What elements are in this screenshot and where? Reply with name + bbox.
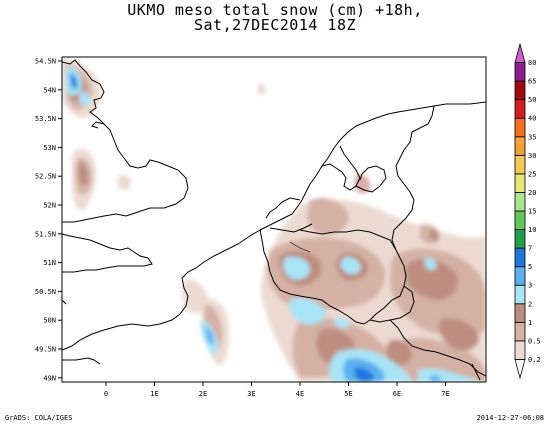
colorbar-swatch [514, 42, 526, 63]
lat-tick-label: 53N [43, 144, 56, 152]
fr-de-border [389, 319, 486, 377]
colorbar-level-label: 3 [528, 282, 532, 290]
lat-tick-label: 50N [43, 317, 56, 325]
colorbar-swatch [514, 284, 526, 305]
benelux-coast [259, 101, 486, 231]
colorbar-level-label: 1 [528, 319, 532, 327]
lux-border [369, 285, 415, 323]
colorbar-swatch [514, 266, 526, 286]
colorbar-level-label: 2 [528, 300, 532, 308]
lon-tick-label: 5E [344, 390, 352, 398]
colorbar-level-label: 5 [528, 263, 532, 271]
colorbar-level-label: 50 [528, 96, 536, 104]
latitude-axis: 54.5N 54N 53.5N 53N 52.5N 52N 51.5N 51N 50.5N 50N… [35, 58, 62, 382]
colorbar-level-label: 0.5 [528, 337, 541, 345]
lon-tick-label: 1E [150, 390, 158, 398]
chart-title-line1: UKMO meso total snow (cm) +18h, [127, 1, 423, 19]
timestamp-label: 2014-12-27-06:08 [476, 414, 544, 422]
be-nl-border [299, 229, 397, 251]
be-fr-border [259, 229, 365, 325]
lat-tick-label: 49N [43, 374, 56, 382]
lon-tick-label: 2E [199, 390, 207, 398]
lat-tick-label: 49.5N [35, 346, 56, 354]
england-coast [62, 59, 189, 223]
colorbar-swatch [514, 80, 526, 101]
lat-tick-label: 51.5N [35, 230, 56, 238]
colorbar-swatch [514, 303, 526, 323]
colorbar-swatch [514, 210, 526, 230]
colorbar-swatch [514, 62, 526, 82]
colorbar-swatch [514, 192, 526, 212]
colorbar-level-label: 80 [528, 59, 536, 67]
lon-tick-label: 0 [104, 390, 108, 398]
colorbar-swatch [514, 154, 526, 175]
lon-tick-label: 3E [247, 390, 255, 398]
credit-label: GrADS: COLA/IGES [5, 414, 73, 422]
map-frame [61, 56, 487, 383]
lon-tick-label: 4E [296, 390, 304, 398]
lon-tick-label: 7E [441, 390, 449, 398]
england-south-coast [62, 233, 153, 273]
colorbar-level-label: 15 [528, 208, 536, 216]
colorbar-swatch [514, 136, 526, 156]
colorbar-swatch [514, 359, 526, 380]
colorbar-swatch [514, 321, 526, 342]
lon-tick-label: 6E [393, 390, 401, 398]
lat-tick-label: 50.5N [35, 288, 56, 296]
snow-field [62, 59, 486, 382]
colorbar-swatch [514, 340, 526, 360]
colorbar-level-label: 35 [528, 133, 536, 141]
lat-tick-label: 54N [43, 86, 56, 94]
be-de-border [363, 249, 407, 325]
longitude-axis: 0 1E 2E 3E 4E 5E 6E 7E [104, 382, 450, 398]
colorbar-level-label: 0.2 [528, 356, 541, 364]
colorbar-level-label: 10 [528, 226, 536, 234]
lat-tick-label: 51N [43, 259, 56, 267]
colorbar-level-label: 30 [528, 152, 536, 160]
lat-tick-label: 54.5N [35, 58, 56, 66]
lat-tick-label: 52N [43, 202, 56, 210]
colorbar-level-label: 25 [528, 170, 536, 178]
colorbar-swatch [514, 117, 526, 138]
colorbar-level-label: 65 [528, 78, 536, 86]
france-coast [62, 229, 261, 351]
lat-tick-label: 52.5N [35, 173, 56, 181]
colorbar-level-label: 7 [528, 245, 532, 253]
nl-de-border [391, 105, 435, 251]
lat-tick-label: 53.5N [35, 115, 56, 123]
colorbar-swatch [514, 173, 526, 193]
chart-title-line2: Sat,27DEC2014 18Z [193, 16, 357, 34]
colorbar-level-label: 20 [528, 189, 536, 197]
colorbar-level-label: 40 [528, 115, 536, 123]
colorbar-swatch [514, 99, 526, 119]
colorbar-swatch [514, 247, 526, 268]
colorbar-swatch [514, 229, 526, 249]
